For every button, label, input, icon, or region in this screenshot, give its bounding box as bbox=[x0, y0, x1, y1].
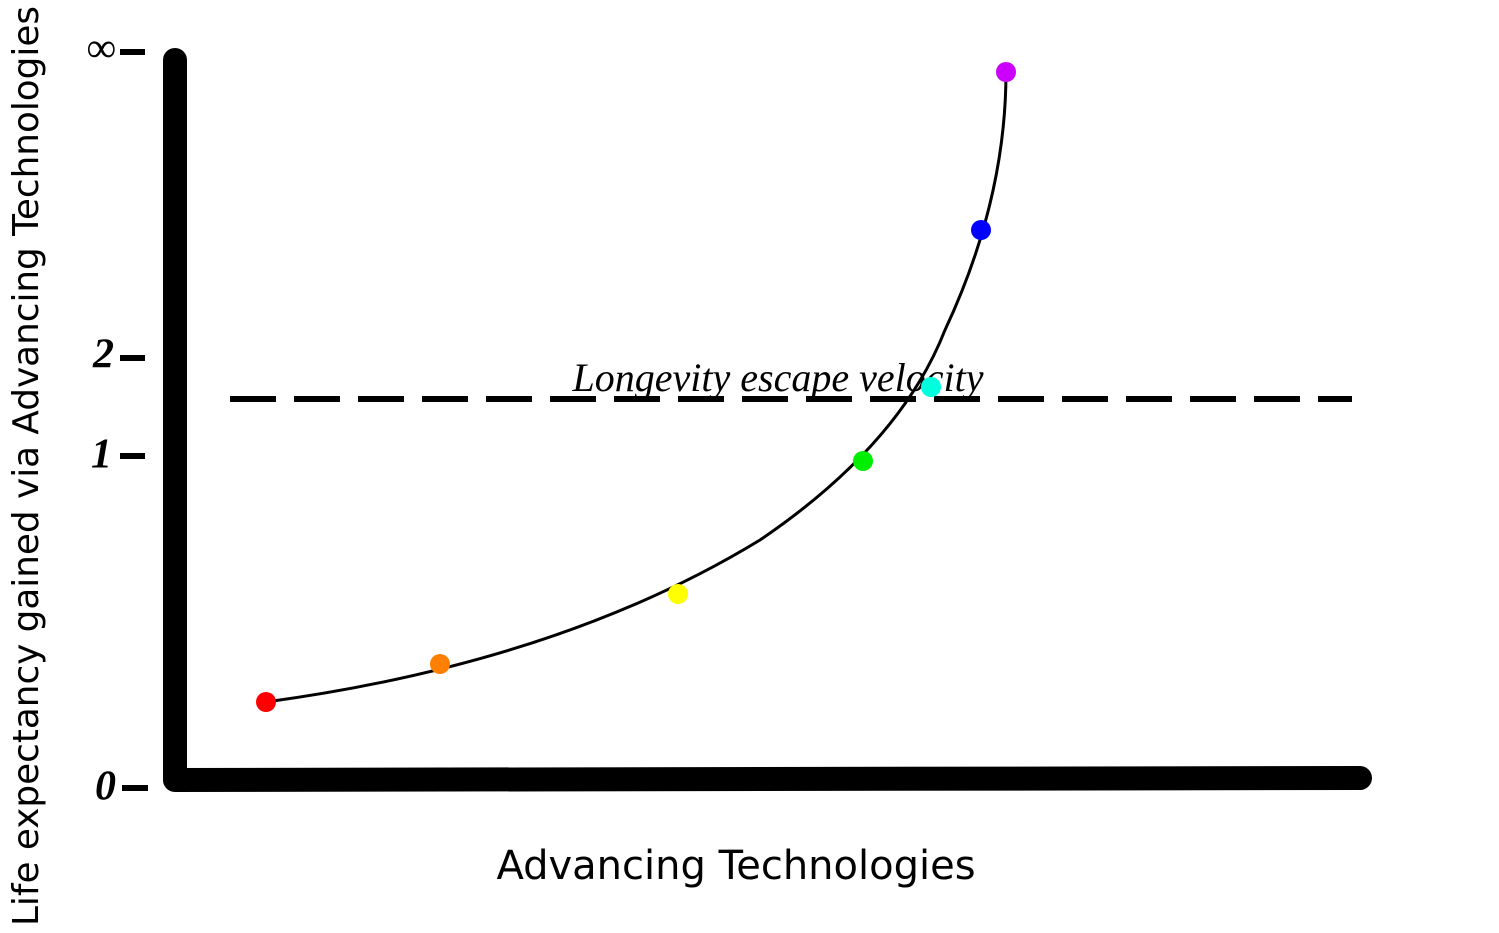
x-axis-label: Advancing Technologies bbox=[496, 843, 975, 889]
y-tick-label: 1 bbox=[91, 432, 112, 478]
point bbox=[996, 62, 1016, 82]
y-tick-label: ∞ bbox=[86, 26, 116, 72]
points bbox=[256, 62, 1016, 712]
point bbox=[971, 220, 991, 240]
point bbox=[256, 692, 276, 712]
annotation: Longevity escape velocity bbox=[572, 355, 984, 400]
tick-marks bbox=[120, 49, 148, 791]
x-axis bbox=[163, 766, 1372, 792]
y-axis-label: Life expectancy gained via Advancing Tec… bbox=[6, 6, 47, 926]
point bbox=[668, 584, 688, 604]
y-tick-label: 0 bbox=[95, 764, 116, 810]
point bbox=[921, 377, 941, 397]
point bbox=[853, 451, 873, 471]
y-tick-label: 2 bbox=[92, 332, 114, 378]
point bbox=[430, 654, 450, 674]
curve bbox=[265, 71, 1008, 704]
